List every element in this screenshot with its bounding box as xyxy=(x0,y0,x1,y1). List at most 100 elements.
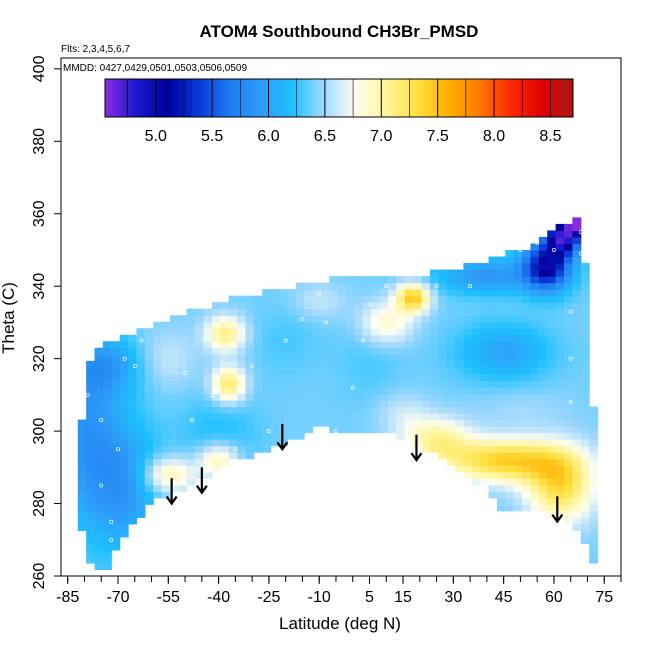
field-cell xyxy=(119,517,129,525)
colorbar-cell xyxy=(405,79,410,117)
field-cell xyxy=(161,439,171,447)
field-cell xyxy=(111,347,121,355)
field-cell xyxy=(496,504,506,512)
field-cell xyxy=(161,393,171,401)
field-cell xyxy=(186,354,196,362)
field-cell xyxy=(471,263,481,271)
colorbar-cell xyxy=(308,79,313,117)
field-cell xyxy=(404,412,414,421)
field-cell xyxy=(228,347,238,355)
field-cell xyxy=(522,263,532,271)
field-cell xyxy=(111,543,121,551)
colorbar-cell xyxy=(215,79,220,117)
field-cell xyxy=(572,386,582,395)
field-cell xyxy=(211,341,221,349)
field-cell xyxy=(203,412,213,421)
field-cell xyxy=(102,452,112,460)
field-cell xyxy=(346,426,356,434)
field-cell xyxy=(237,452,247,460)
field-cell xyxy=(513,445,523,453)
field-cell xyxy=(329,334,339,342)
field-cell xyxy=(547,321,557,329)
field-cell xyxy=(237,367,247,375)
field-cell xyxy=(589,445,599,453)
field-cell xyxy=(555,249,565,258)
field-cell xyxy=(547,504,557,512)
field-cell xyxy=(237,308,247,316)
field-cell xyxy=(496,276,506,284)
field-cell xyxy=(413,373,423,381)
colorbar-cell xyxy=(549,79,554,117)
colorbar-cell xyxy=(148,79,153,117)
sample-point xyxy=(572,443,577,448)
field-cell xyxy=(421,289,431,297)
field-cell xyxy=(337,341,347,349)
colorbar-cell xyxy=(395,79,400,117)
field-cell xyxy=(496,328,506,336)
field-cell xyxy=(555,452,565,460)
field-cell xyxy=(530,308,540,316)
field-cell xyxy=(547,230,557,238)
colorbar-cell xyxy=(499,79,504,117)
colorbar-cell xyxy=(449,79,454,117)
flights-note: Flts: 2,3,4,5,6,7 xyxy=(61,44,130,55)
colorbar-cell xyxy=(385,79,390,117)
field-cell xyxy=(211,445,221,453)
colorbar-cell xyxy=(125,79,129,117)
field-cell xyxy=(203,458,213,466)
field-cell xyxy=(119,432,129,440)
field-cell xyxy=(329,289,339,297)
colorbar-cell xyxy=(422,79,427,117)
field-cell xyxy=(496,445,506,453)
field-cell xyxy=(522,269,532,277)
field-cell xyxy=(86,465,96,473)
field-cell xyxy=(387,419,397,427)
sample-point xyxy=(391,309,395,314)
colorbar-cell xyxy=(225,79,230,117)
field-cell xyxy=(589,510,599,518)
field-cell xyxy=(102,497,112,505)
field-cell xyxy=(538,354,548,362)
field-cell xyxy=(589,439,599,447)
field-cell xyxy=(77,458,87,466)
field-cell xyxy=(580,484,590,492)
field-cell xyxy=(471,373,481,381)
field-cell xyxy=(228,406,238,414)
field-cell xyxy=(178,328,188,336)
field-cell xyxy=(522,399,532,408)
field-cell xyxy=(538,478,548,486)
field-cell xyxy=(178,354,188,362)
field-cell xyxy=(429,347,439,355)
field-cell xyxy=(404,393,414,401)
field-cell xyxy=(455,465,464,473)
field-cell xyxy=(471,412,481,421)
field-cell xyxy=(496,308,506,316)
field-cell xyxy=(153,452,163,460)
colorbar-cell xyxy=(335,79,340,117)
sample-points xyxy=(85,229,583,542)
arrow-head xyxy=(195,485,208,495)
field-cell xyxy=(522,452,532,460)
field-cell xyxy=(203,347,213,355)
field-cell xyxy=(128,341,138,349)
field-cell xyxy=(237,386,247,395)
field-cell xyxy=(572,432,582,440)
field-cell xyxy=(86,484,96,492)
field-cell xyxy=(463,419,473,427)
field-cell xyxy=(211,334,221,342)
field-cell xyxy=(522,321,532,329)
field-cell xyxy=(421,360,431,368)
field-cell xyxy=(471,478,481,486)
field-cell xyxy=(555,484,565,492)
field-cell xyxy=(153,471,163,479)
field-cell xyxy=(513,321,523,329)
field-cell xyxy=(195,445,205,453)
field-cell xyxy=(488,439,498,447)
field-cell xyxy=(547,269,557,277)
field-cell xyxy=(312,419,322,427)
colorbar-cell xyxy=(352,79,357,117)
field-cell xyxy=(488,347,498,355)
field-cell xyxy=(555,282,565,290)
field-cell xyxy=(262,321,272,329)
field-cell xyxy=(329,399,339,408)
